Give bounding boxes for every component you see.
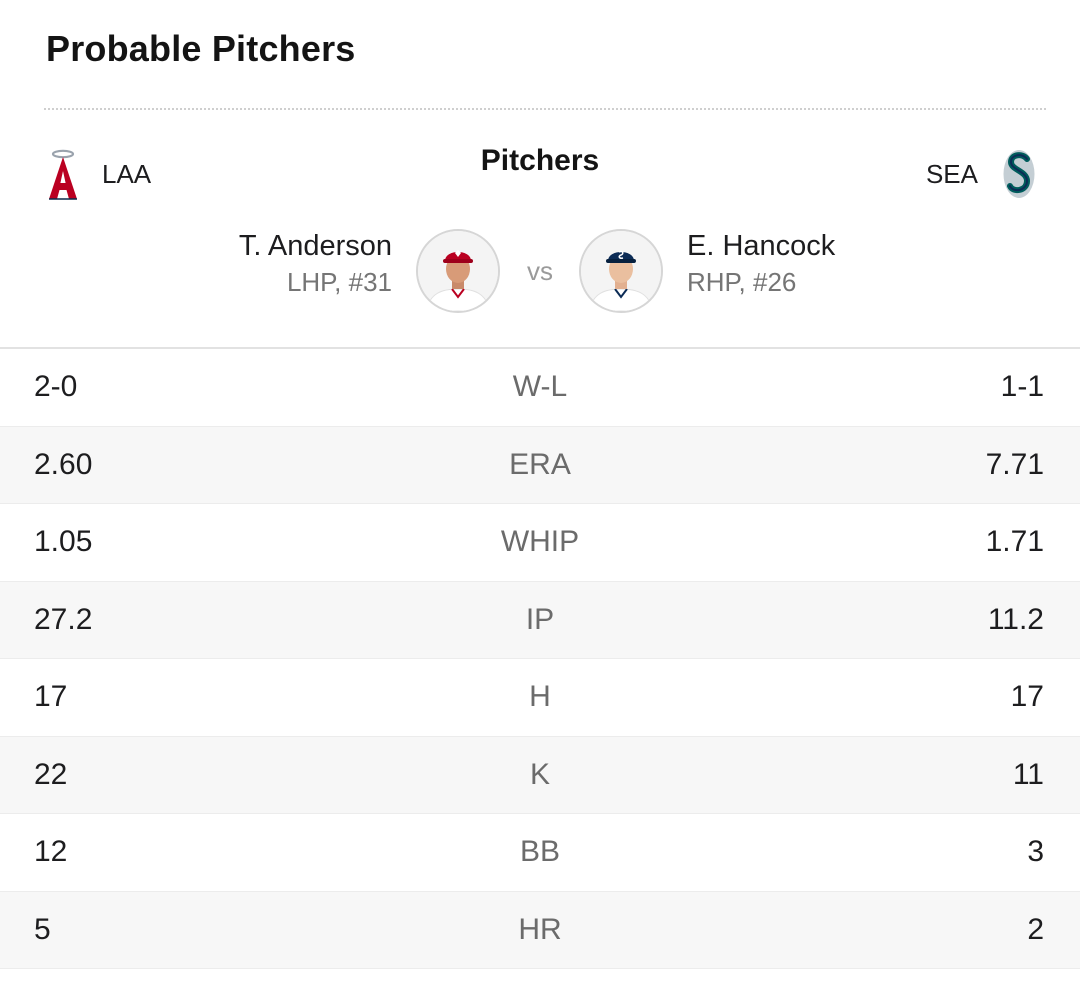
vs-label: vs [527,256,553,286]
section-label-pitchers: Pitchers [480,144,600,177]
away-stat-value: 2.60 [34,447,93,481]
home-pitcher-name[interactable]: E. Hancock [687,230,836,262]
home-team[interactable]: SEA [926,146,1036,202]
stat-row-wl: 2-0 W-L 1-1 [0,349,1080,427]
home-pitcher[interactable]: E. Hancock RHP, #26 [687,228,835,300]
away-pitcher-name[interactable]: T. Anderson [238,230,392,262]
away-stat-value: 17 [34,680,68,714]
stat-label: H [529,680,551,714]
stat-label: IP [525,602,555,636]
card-title: Probable Pitchers [46,28,356,69]
home-stat-value: 3 [1027,835,1044,869]
away-stat-value: 12 [34,835,68,869]
stat-row-h: 17 H 17 [0,659,1080,737]
away-pitcher-meta: LHP, #31 [286,267,392,297]
stat-label: WHIP [500,525,580,559]
away-pitcher-headshot[interactable] [416,229,500,313]
stat-label: W-L [512,370,568,404]
home-stat-value: 2 [1027,912,1044,946]
away-team-abbr: LAA [102,158,152,189]
stat-row-ip: 27.2 IP 11.2 [0,581,1080,659]
stat-row-hr: 5 HR 2 [0,891,1080,969]
dotted-divider [44,108,1046,110]
stat-row-bb: 12 BB 3 [0,814,1080,892]
stat-row-era: 2.60 ERA 7.71 [0,426,1080,504]
player-avatar-icon [418,231,498,311]
away-stat-value: 5 [34,912,51,946]
home-pitcher-headshot[interactable] [579,229,663,313]
stat-label: BB [519,835,561,869]
home-stat-value: 17 [1010,680,1044,714]
home-team-abbr: SEA [925,158,978,189]
stat-row-whip: 1.05 WHIP 1.71 [0,504,1080,582]
away-stat-value: 2-0 [34,370,78,404]
away-stat-value: 1.05 [34,525,93,559]
home-stat-value: 1.71 [985,525,1044,559]
home-stat-value: 7.71 [985,447,1044,481]
stats-table: 2-0 W-L 1-1 2.60 ERA 7.71 1.05 WHIP 1.71… [0,347,1080,969]
stat-label: ERA [509,447,571,481]
mariners-logo-icon [1003,150,1035,198]
away-stat-value: 22 [34,757,68,791]
away-pitcher[interactable]: T. Anderson LHP, #31 [239,228,392,300]
home-pitcher-meta: RHP, #26 [687,267,797,297]
away-team[interactable]: LAA [46,146,151,202]
stat-label: K [529,757,550,791]
away-stat-value: 27.2 [34,602,93,636]
stat-row-k: 22 K 11 [0,736,1080,814]
stat-label: HR [518,912,562,946]
angels-logo-icon [49,149,77,200]
home-stat-value: 11.2 [987,602,1044,636]
home-stat-value: 11 [1012,757,1044,791]
player-avatar-icon [581,231,661,311]
home-stat-value: 1-1 [1000,370,1044,404]
